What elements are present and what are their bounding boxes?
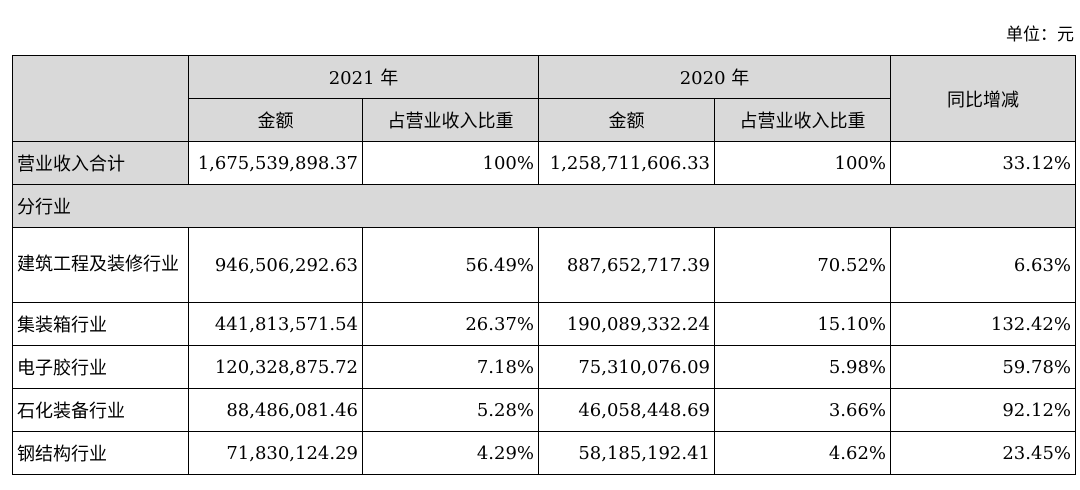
header-ratio-2021: 占营业收入比重: [362, 98, 539, 142]
total-row: 营业收入合计 1,675,539,898.37 100% 1,258,711,6…: [12, 141, 1076, 185]
header-yoy: 同比增减: [890, 55, 1076, 142]
total-yoy: 33.12%: [890, 141, 1076, 185]
header-ratio-2020: 占营业收入比重: [714, 98, 891, 142]
row-label: 集装箱行业: [12, 302, 189, 346]
row-yoy: 92.12%: [890, 388, 1076, 432]
row-amount-2021: 71,830,124.29: [188, 431, 363, 475]
row-amount-2021: 946,506,292.63: [188, 227, 363, 303]
total-amount-2021: 1,675,539,898.37: [188, 141, 363, 185]
row-ratio-2020: 70.52%: [714, 227, 891, 303]
row-amount-2020: 75,310,076.09: [538, 345, 715, 389]
row-ratio-2021: 56.49%: [362, 227, 539, 303]
section-label: 分行业: [12, 184, 1076, 228]
row-ratio-2021: 7.18%: [362, 345, 539, 389]
row-amount-2020: 58,185,192.41: [538, 431, 715, 475]
row-label: 石化装备行业: [12, 388, 189, 432]
total-ratio-2021: 100%: [362, 141, 539, 185]
row-yoy: 59.78%: [890, 345, 1076, 389]
table-row: 钢结构行业 71,830,124.29 4.29% 58,185,192.41 …: [12, 431, 1076, 475]
row-yoy: 23.45%: [890, 431, 1076, 475]
revenue-table: 2021 年 2020 年 同比增减 金额 占营业收入比重 金额 占营业收入比重…: [12, 55, 1076, 475]
row-amount-2021: 88,486,081.46: [188, 388, 363, 432]
header-year-2021: 2021 年: [188, 55, 539, 99]
row-ratio-2020: 4.62%: [714, 431, 891, 475]
row-ratio-2021: 4.29%: [362, 431, 539, 475]
row-yoy: 6.63%: [890, 227, 1076, 303]
row-amount-2021: 120,328,875.72: [188, 345, 363, 389]
header-row-years: 2021 年 2020 年 同比增减: [12, 55, 1076, 142]
row-yoy: 132.42%: [890, 302, 1076, 346]
total-amount-2020: 1,258,711,606.33: [538, 141, 715, 185]
table-row: 建筑工程及装修行业 946,506,292.63 56.49% 887,652,…: [12, 227, 1076, 303]
table-row: 电子胶行业 120,328,875.72 7.18% 75,310,076.09…: [12, 345, 1076, 389]
header-amount-2020: 金额: [538, 98, 715, 142]
total-ratio-2020: 100%: [714, 141, 891, 185]
header-amount-2021: 金额: [188, 98, 363, 142]
row-label: 电子胶行业: [12, 345, 189, 389]
row-ratio-2020: 5.98%: [714, 345, 891, 389]
header-corner-cell: [12, 55, 189, 142]
header-row-metrics: 金额 占营业收入比重 金额 占营业收入比重: [13, 98, 1076, 142]
row-ratio-2020: 15.10%: [714, 302, 891, 346]
row-ratio-2020: 3.66%: [714, 388, 891, 432]
table-row: 集装箱行业 441,813,571.54 26.37% 190,089,332.…: [12, 302, 1076, 346]
row-label: 建筑工程及装修行业: [12, 227, 189, 303]
row-amount-2020: 190,089,332.24: [538, 302, 715, 346]
row-amount-2021: 441,813,571.54: [188, 302, 363, 346]
row-label: 钢结构行业: [12, 431, 189, 475]
header-year-2020: 2020 年: [538, 55, 891, 99]
row-amount-2020: 46,058,448.69: [538, 388, 715, 432]
row-amount-2020: 887,652,717.39: [538, 227, 715, 303]
row-ratio-2021: 5.28%: [362, 388, 539, 432]
row-ratio-2021: 26.37%: [362, 302, 539, 346]
section-row: 分行业: [12, 184, 1076, 228]
table-row: 石化装备行业 88,486,081.46 5.28% 46,058,448.69…: [12, 388, 1076, 432]
unit-label: 单位：元: [1006, 25, 1074, 45]
total-row-label: 营业收入合计: [12, 141, 189, 185]
